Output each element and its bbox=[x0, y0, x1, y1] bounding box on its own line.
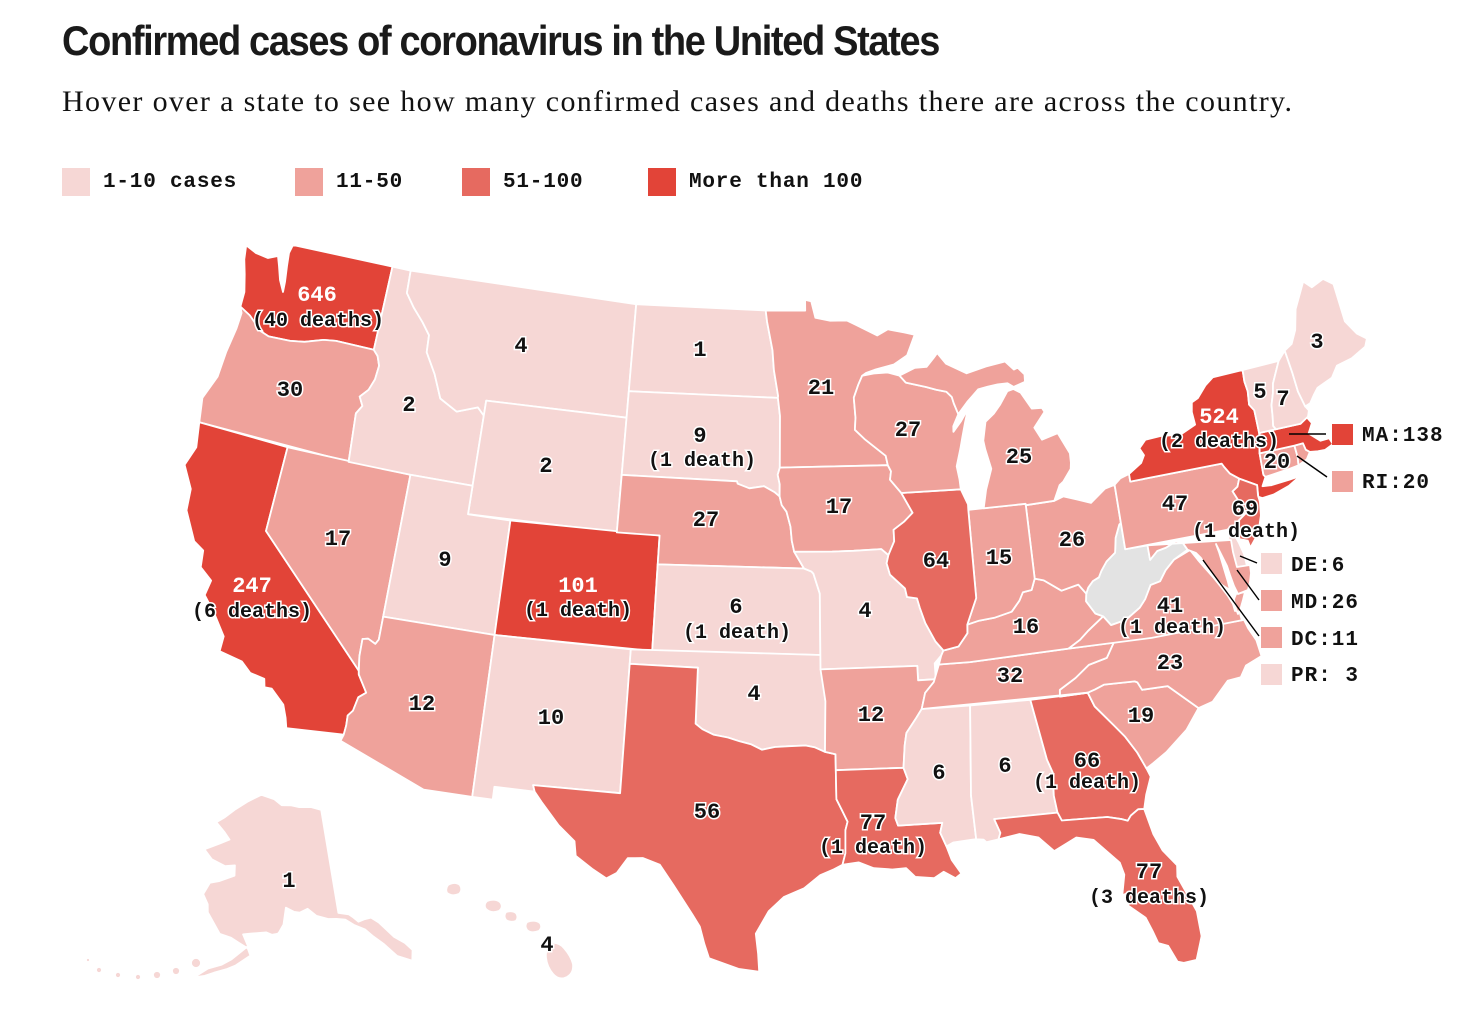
svg-text:10: 10 bbox=[538, 706, 564, 731]
svg-text:32: 32 bbox=[997, 664, 1023, 689]
svg-text:DC:11: DC:11 bbox=[1291, 629, 1359, 652]
svg-text:66: 66 bbox=[1074, 749, 1100, 774]
svg-text:DE:6: DE:6 bbox=[1291, 555, 1345, 578]
svg-text:26: 26 bbox=[1059, 528, 1085, 553]
svg-text:21: 21 bbox=[808, 376, 834, 401]
svg-text:20: 20 bbox=[1264, 450, 1290, 475]
svg-text:1: 1 bbox=[693, 338, 706, 363]
svg-text:6: 6 bbox=[729, 595, 742, 620]
svg-text:30: 30 bbox=[277, 378, 303, 403]
svg-text:2: 2 bbox=[539, 454, 552, 479]
svg-text:9: 9 bbox=[438, 548, 451, 573]
svg-text:(1 death): (1 death) bbox=[683, 622, 791, 645]
svg-text:2: 2 bbox=[402, 393, 415, 418]
svg-text:6: 6 bbox=[932, 761, 945, 786]
svg-text:16: 16 bbox=[1013, 615, 1039, 640]
svg-text:(6 deaths): (6 deaths) bbox=[192, 601, 312, 624]
svg-text:MA:138: MA:138 bbox=[1362, 425, 1444, 448]
svg-text:64: 64 bbox=[923, 549, 949, 574]
svg-text:(1 death): (1 death) bbox=[819, 837, 927, 860]
svg-text:15: 15 bbox=[986, 546, 1012, 571]
svg-text:646: 646 bbox=[297, 283, 337, 308]
svg-text:7: 7 bbox=[1276, 387, 1289, 412]
svg-text:RI:20: RI:20 bbox=[1362, 472, 1430, 495]
svg-text:17: 17 bbox=[826, 495, 852, 520]
svg-text:4: 4 bbox=[540, 933, 553, 958]
svg-text:27: 27 bbox=[693, 508, 719, 533]
svg-text:56: 56 bbox=[694, 800, 720, 825]
svg-text:19: 19 bbox=[1128, 704, 1154, 729]
svg-text:47: 47 bbox=[1162, 492, 1188, 517]
svg-text:12: 12 bbox=[858, 703, 884, 728]
svg-text:6: 6 bbox=[998, 754, 1011, 779]
svg-text:(1 death): (1 death) bbox=[1118, 617, 1226, 640]
svg-text:PR: 3: PR: 3 bbox=[1291, 665, 1359, 688]
svg-text:25: 25 bbox=[1006, 445, 1032, 470]
svg-text:3: 3 bbox=[1310, 330, 1323, 355]
svg-text:(3 deaths): (3 deaths) bbox=[1089, 887, 1209, 910]
svg-text:12: 12 bbox=[409, 692, 435, 717]
svg-text:4: 4 bbox=[747, 682, 760, 707]
svg-text:41: 41 bbox=[1157, 594, 1183, 619]
svg-text:9: 9 bbox=[693, 424, 706, 449]
svg-text:4: 4 bbox=[858, 599, 871, 624]
svg-text:MD:26: MD:26 bbox=[1291, 592, 1359, 615]
svg-text:23: 23 bbox=[1157, 651, 1183, 676]
svg-text:(2 deaths): (2 deaths) bbox=[1159, 431, 1279, 454]
svg-text:247: 247 bbox=[232, 574, 272, 599]
svg-text:101: 101 bbox=[558, 574, 598, 599]
svg-text:77: 77 bbox=[860, 811, 886, 836]
svg-text:1: 1 bbox=[282, 869, 295, 894]
svg-text:69: 69 bbox=[1232, 497, 1258, 522]
svg-text:27: 27 bbox=[895, 418, 921, 443]
svg-text:4: 4 bbox=[514, 334, 527, 359]
svg-text:(40 deaths): (40 deaths) bbox=[252, 310, 384, 333]
svg-text:524: 524 bbox=[1199, 405, 1239, 430]
svg-text:(1 death): (1 death) bbox=[1192, 521, 1300, 544]
svg-text:(1 death): (1 death) bbox=[524, 600, 632, 623]
svg-text:(1 death): (1 death) bbox=[648, 450, 756, 473]
svg-text:(1 death): (1 death) bbox=[1033, 772, 1141, 795]
svg-text:17: 17 bbox=[325, 527, 351, 552]
svg-text:5: 5 bbox=[1253, 380, 1266, 405]
svg-text:77: 77 bbox=[1136, 860, 1162, 885]
